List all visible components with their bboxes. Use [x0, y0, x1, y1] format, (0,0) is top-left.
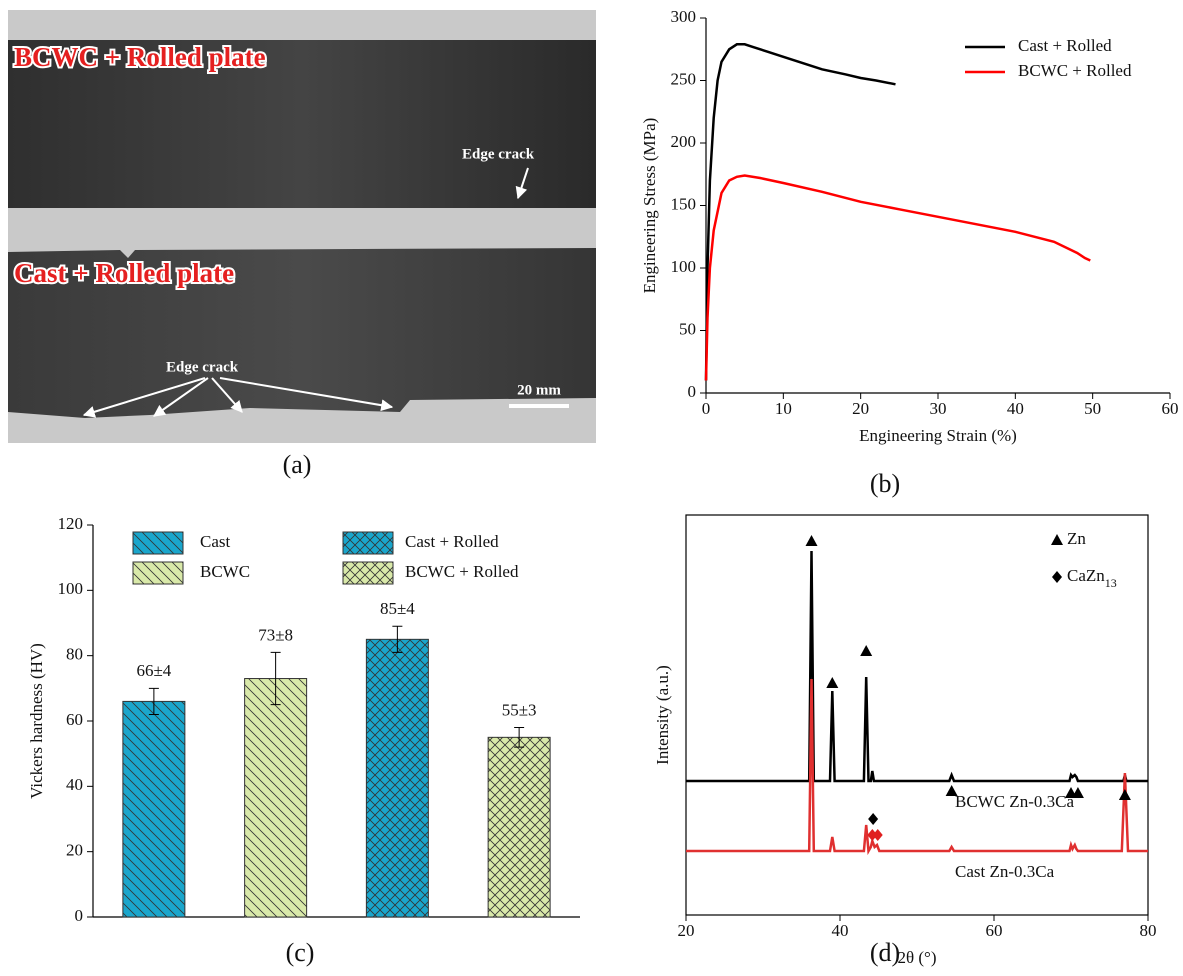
- annotation: Edge crack: [166, 359, 239, 375]
- legend-label: BCWC + Rolled: [1018, 61, 1132, 80]
- legend-label: Zn: [1067, 529, 1086, 548]
- legend-label: Cast + Rolled: [405, 532, 499, 551]
- x-tick-label: 20: [678, 921, 695, 940]
- legend-label: BCWC: [200, 562, 250, 581]
- scale-label: 20 mm: [517, 382, 561, 398]
- y-tick-label: 0: [688, 382, 697, 401]
- legend-swatch: [1051, 534, 1063, 545]
- bar: [366, 639, 428, 917]
- peak-marker: [1119, 789, 1131, 800]
- x-tick-label: 80: [1140, 921, 1157, 940]
- bar: [488, 737, 550, 917]
- value-label: 66±4: [136, 661, 171, 680]
- legend-label: Cast + Rolled: [1018, 36, 1112, 55]
- value-label: 85±4: [380, 599, 415, 618]
- y-axis-label: Intensity (a.u.): [653, 665, 672, 765]
- legend-swatch: [1052, 571, 1062, 583]
- y-axis-label: Vickers hardness (HV): [27, 643, 46, 799]
- y-tick-label: 300: [671, 7, 697, 26]
- legend-label: BCWC + Rolled: [405, 562, 519, 581]
- y-tick-label: 40: [66, 775, 83, 794]
- data-line: [706, 44, 896, 380]
- x-tick-label: 40: [832, 921, 849, 940]
- bar: [123, 701, 185, 917]
- y-tick-label: 60: [66, 710, 83, 729]
- y-tick-label: 80: [66, 645, 83, 664]
- legend-label: Cast: [200, 532, 231, 551]
- figure: BCWC + Rolled plate Cast + Rolled plate …: [0, 0, 1183, 976]
- panel-label: (b): [870, 469, 900, 498]
- value-label: 73±8: [258, 625, 293, 644]
- plate-title: BCWC + Rolled plate: [14, 42, 266, 72]
- annotation: Edge crack: [462, 146, 535, 162]
- trace-label: Cast Zn-0.3Ca: [955, 862, 1055, 881]
- y-tick-label: 120: [58, 514, 84, 533]
- y-tick-label: 0: [75, 906, 84, 925]
- x-axis-label: 2θ (°): [897, 948, 936, 967]
- value-label: 55±3: [502, 700, 537, 719]
- x-tick-label: 60: [986, 921, 1003, 940]
- panel-label: (c): [286, 938, 315, 967]
- peak-marker: [946, 785, 958, 796]
- peak-marker: [868, 813, 878, 825]
- legend-swatch: [343, 562, 393, 584]
- x-tick-label: 40: [1007, 399, 1024, 418]
- y-tick-label: 200: [671, 132, 697, 151]
- x-axis-label: Engineering Strain (%): [859, 426, 1017, 445]
- legend-label: CaZn13: [1067, 566, 1117, 590]
- x-tick-label: 30: [930, 399, 947, 418]
- trace-label: BCWC Zn-0.3Ca: [955, 792, 1074, 811]
- plate-title: Cast + Rolled plate: [14, 258, 234, 288]
- data-line: [686, 679, 1148, 851]
- data-line: [706, 176, 1090, 381]
- y-tick-label: 100: [671, 257, 697, 276]
- x-tick-label: 10: [775, 399, 792, 418]
- y-tick-label: 50: [679, 319, 696, 338]
- peak-marker: [826, 677, 838, 688]
- x-tick-label: 60: [1162, 399, 1179, 418]
- peak-marker: [860, 645, 872, 656]
- legend-swatch: [133, 532, 183, 554]
- y-tick-label: 20: [66, 841, 83, 860]
- peak-marker: [873, 829, 883, 841]
- y-tick-label: 100: [58, 579, 84, 598]
- y-tick-label: 150: [671, 194, 697, 213]
- y-tick-label: 250: [671, 69, 697, 88]
- legend-swatch: [343, 532, 393, 554]
- bar: [245, 679, 307, 917]
- panel-label: (d): [870, 938, 900, 967]
- panel-label: (a): [283, 450, 312, 479]
- x-tick-label: 20: [852, 399, 869, 418]
- x-tick-label: 0: [702, 399, 711, 418]
- photo-panel: BCWC + Rolled plate Cast + Rolled plate …: [8, 10, 596, 479]
- y-axis-label: Engineering Stress (MPa): [640, 118, 659, 294]
- x-tick-label: 50: [1084, 399, 1101, 418]
- legend-swatch: [133, 562, 183, 584]
- peak-marker: [806, 535, 818, 546]
- data-line: [686, 551, 1148, 781]
